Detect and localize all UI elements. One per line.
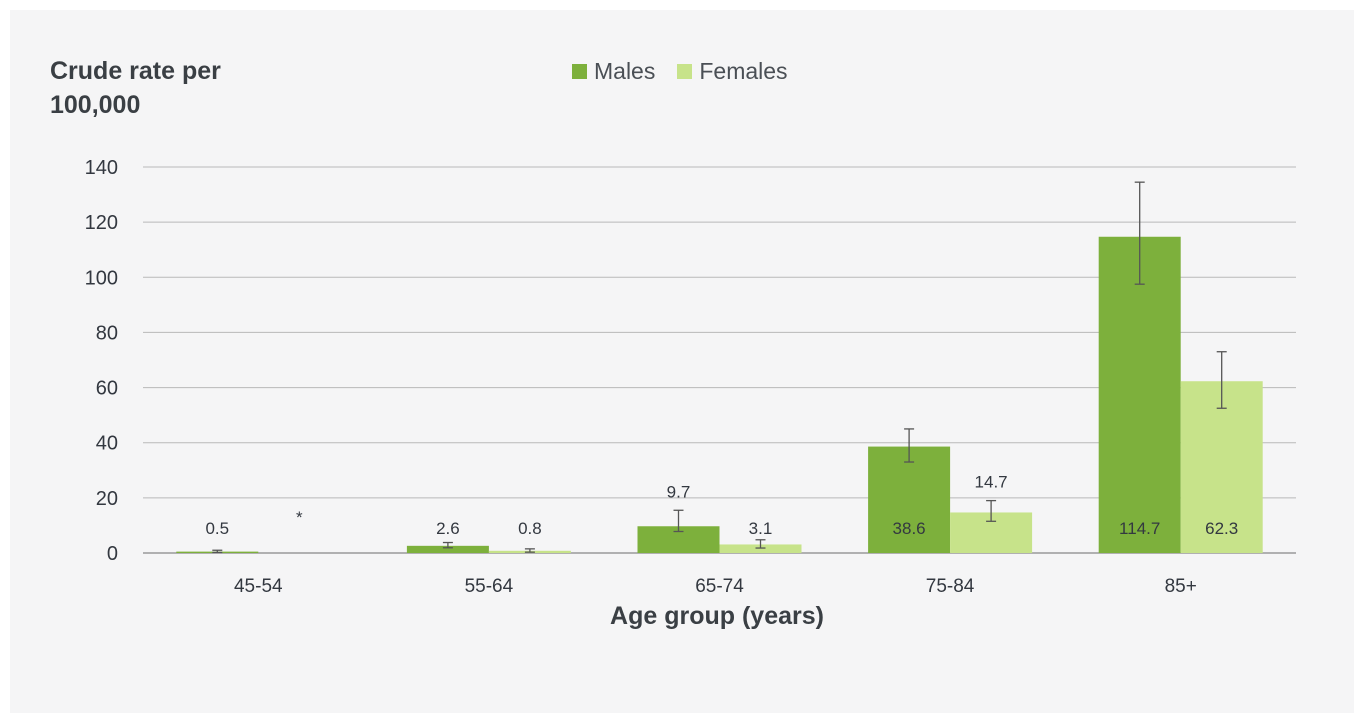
bar-females-85+ — [1180, 381, 1263, 553]
legend: Males Females — [572, 58, 810, 85]
x-axis-title: Age group (years) — [610, 602, 824, 630]
legend-item-males: Males — [572, 58, 655, 85]
data-label-females: * — [296, 508, 303, 527]
y-tick-label: 80 — [96, 322, 118, 344]
data-label-males: 2.6 — [436, 519, 460, 538]
data-label-males: 0.5 — [205, 519, 229, 538]
data-label-males: 9.7 — [667, 482, 691, 501]
data-label-males: 114.7 — [1119, 519, 1160, 538]
data-label-females: 62.3 — [1205, 519, 1238, 538]
y-tick-label: 40 — [96, 433, 118, 455]
y-tick-label: 0 — [107, 543, 118, 565]
data-label-females: 3.1 — [749, 519, 773, 538]
legend-swatch-females — [677, 64, 693, 79]
data-label-females: 14.7 — [975, 473, 1008, 492]
x-tick-label: 85+ — [1165, 576, 1197, 597]
legend-label-males: Males — [594, 58, 656, 84]
x-tick-label: 65-74 — [695, 576, 744, 597]
x-tick-label: 45-54 — [234, 576, 283, 597]
y-tick-label: 140 — [85, 157, 118, 179]
y-tick-label: 120 — [85, 212, 118, 234]
bar-males-75-84 — [868, 446, 951, 553]
y-tick-label: 20 — [96, 488, 118, 510]
bar-males-55-64 — [406, 545, 489, 553]
bar-females-65-74 — [719, 544, 802, 553]
legend-item-females: Females — [677, 58, 788, 85]
data-label-males: 38.6 — [893, 519, 926, 538]
x-tick-label: 55-64 — [465, 576, 514, 597]
y-tick-label: 100 — [85, 267, 118, 289]
x-tick-label: 75-84 — [926, 576, 975, 597]
legend-swatch-males — [572, 64, 587, 79]
y-axis-title: Crude rate per 100,000 — [50, 57, 221, 119]
data-label-females: 0.8 — [518, 519, 542, 538]
y-tick-label: 60 — [96, 378, 118, 400]
bar-males-85+ — [1098, 236, 1181, 553]
legend-label-females: Females — [699, 58, 788, 84]
